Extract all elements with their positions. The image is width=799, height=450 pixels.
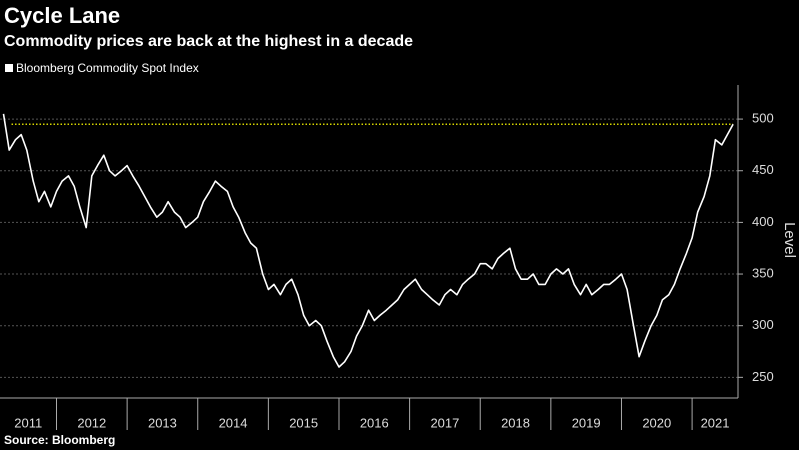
source: Source: Bloomberg — [4, 433, 115, 447]
x-tick-label: 2021 — [701, 415, 730, 430]
x-tick-label: 2017 — [430, 415, 459, 430]
data-line — [2, 113, 734, 368]
y-tick-label: 500 — [752, 111, 774, 126]
y-tick-label: 450 — [752, 162, 774, 177]
x-tick-label: 2013 — [148, 415, 177, 430]
y-tick-label: 300 — [752, 317, 774, 332]
legend-label: Bloomberg Commodity Spot Index — [16, 61, 199, 75]
y-tick-label: 350 — [752, 265, 774, 280]
x-tick-label: 2018 — [501, 415, 530, 430]
x-tick-label: 2019 — [572, 415, 601, 430]
chart-title: Cycle Lane — [4, 3, 120, 28]
legend-swatch — [5, 64, 13, 72]
y-tick-label: 400 — [752, 214, 774, 229]
y-axis-label: Level — [781, 222, 798, 258]
x-tick-label: 2015 — [289, 415, 318, 430]
y-tick-label: 250 — [752, 369, 774, 384]
x-tick-label: 2014 — [219, 415, 248, 430]
x-tick-label: 2011 — [14, 415, 42, 430]
x-tick-label: 2016 — [360, 415, 389, 430]
x-tick-label: 2012 — [77, 415, 106, 430]
x-tick-label: 2020 — [642, 415, 671, 430]
chart-subtitle: Commodity prices are back at the highest… — [4, 33, 413, 50]
